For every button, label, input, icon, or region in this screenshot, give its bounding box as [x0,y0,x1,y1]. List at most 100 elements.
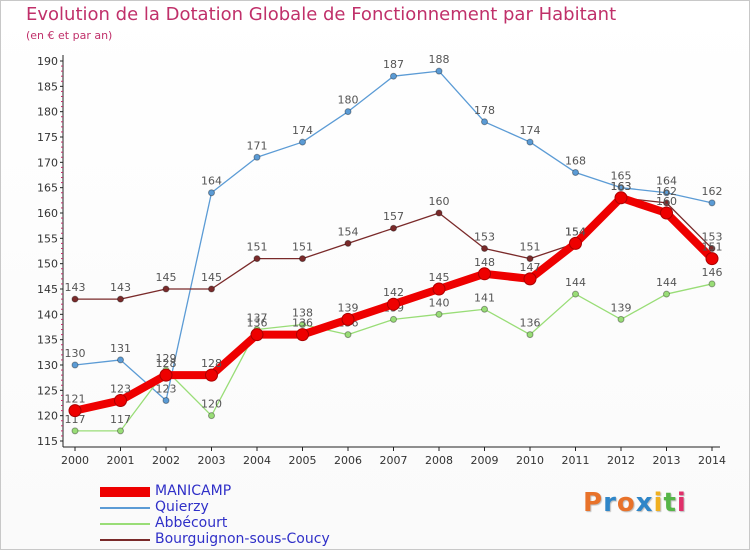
data-point [387,297,400,311]
data-label: 151 [292,241,313,254]
data-label: 123 [156,382,177,395]
x-tick-label: 2014 [698,454,726,467]
data-label: 145 [156,271,177,284]
data-point [435,67,443,75]
data-label: 138 [292,306,313,319]
data-point [572,168,579,176]
data-point [663,199,670,207]
data-label: 164 [656,175,677,188]
legend-swatch [100,507,150,509]
y-tick-label: 115 [37,435,58,448]
x-tick-label: 2008 [425,454,453,467]
y-tick-label: 170 [37,156,58,169]
data-point [114,393,127,407]
data-label: 139 [611,301,632,314]
y-tick-label: 190 [37,55,58,68]
data-label: 141 [474,291,495,304]
data-label: 117 [65,413,86,426]
data-point [390,72,397,80]
data-point [162,396,170,404]
data-label: 151 [520,241,541,254]
logo-letter: o [616,488,636,518]
data-point [708,244,716,252]
data-label: 147 [520,261,541,274]
data-point [705,252,719,266]
data-label: 130 [65,347,86,360]
data-point [299,255,306,263]
legend-label: Quierzy [155,499,209,515]
y-tick-label: 135 [37,334,58,347]
data-point [478,267,491,281]
data-label: 180 [338,94,359,107]
logo-letter: r [603,488,617,518]
data-label: 131 [110,342,131,355]
data-point [208,189,215,197]
x-tick-label: 2010 [516,454,544,467]
x-tick-label: 2006 [334,454,362,467]
legend-label: Abbécourt [155,515,228,531]
data-label: 188 [429,53,450,66]
data-point [435,310,443,318]
data-label: 160 [656,195,677,208]
data-label: 145 [429,271,450,284]
x-tick-label: 2005 [289,454,317,467]
data-point [253,255,261,263]
data-label: 129 [156,352,177,365]
x-tick-label: 2013 [653,454,681,467]
data-point [390,224,397,232]
data-point [523,272,537,286]
data-label: 168 [565,154,586,167]
data-label: 139 [338,301,359,314]
data-point [117,427,124,435]
y-tick-label: 180 [37,106,58,119]
data-label: 128 [201,357,222,370]
data-point [481,305,488,313]
chart-subtitle: (en € et par an) [26,29,113,42]
data-point [205,368,218,382]
legend-swatch [100,487,150,497]
data-label: 136 [247,317,268,330]
x-tick-label: 2009 [471,454,499,467]
data-point [117,295,124,303]
data-point [526,138,534,146]
data-point [569,236,582,250]
data-point [299,320,306,328]
x-tick-label: 2011 [562,454,590,467]
x-tick-label: 2003 [198,454,226,467]
data-point [526,331,534,339]
data-label: 151 [247,241,268,254]
data-label: 164 [201,175,222,188]
y-tick-label: 175 [37,131,58,144]
x-tick-label: 2012 [607,454,635,467]
data-label: 153 [702,230,723,243]
data-point [71,295,79,303]
data-label: 143 [110,281,131,294]
data-label: 151 [702,241,723,254]
data-label: 120 [201,398,222,411]
data-point [344,108,352,116]
data-label: 154 [565,225,586,238]
data-label: 136 [292,317,313,330]
data-label: 165 [611,170,632,183]
data-label: 140 [429,296,450,309]
data-label: 154 [338,225,359,238]
data-point [250,328,264,342]
data-point [617,315,625,323]
chart-title: Evolution de la Dotation Globale de Fonc… [26,4,617,25]
data-label: 162 [702,185,723,198]
data-label: 162 [656,185,677,198]
logo-letter: t [663,488,677,518]
y-tick-label: 125 [37,384,58,397]
legend-label: MANICAMP [155,483,232,499]
x-tick-label: 2001 [107,454,135,467]
legend-label: Bourguignon-sous-Coucy [155,531,330,547]
y-tick-label: 140 [37,308,58,321]
data-point [390,315,397,323]
data-label: 148 [474,256,495,269]
data-label: 174 [520,124,541,137]
data-point [341,312,355,326]
data-label: 128 [156,357,177,370]
x-tick-label: 2007 [380,454,408,467]
data-label: 121 [65,393,86,406]
y-tick-label: 165 [37,182,58,195]
